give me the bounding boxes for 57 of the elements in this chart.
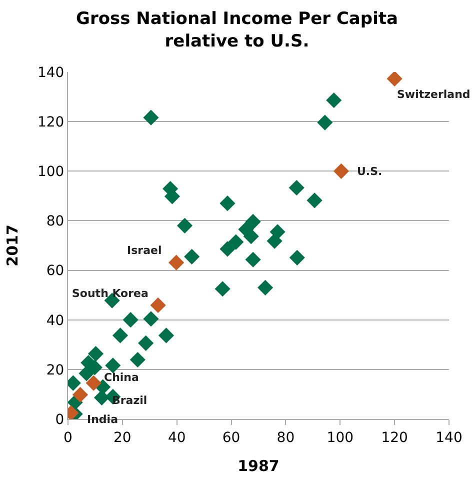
x-tick-label: 100 bbox=[326, 430, 354, 446]
point bbox=[288, 180, 304, 196]
point bbox=[245, 214, 261, 230]
point bbox=[72, 386, 88, 403]
y-tick-label: 140 bbox=[37, 64, 64, 81]
point bbox=[143, 311, 159, 327]
annotation: Israel bbox=[127, 244, 162, 257]
annotation: U.S. bbox=[357, 165, 382, 178]
chart-title: Gross National Income Per Capita relative to U.S. bbox=[76, 9, 398, 52]
point bbox=[88, 346, 104, 362]
point bbox=[86, 375, 102, 391]
y-tick-label: 60 bbox=[46, 263, 64, 280]
point bbox=[245, 252, 261, 268]
y-tick-label: 120 bbox=[37, 114, 64, 130]
point bbox=[243, 228, 259, 244]
point bbox=[289, 250, 305, 266]
point bbox=[214, 281, 230, 297]
x-tick-label: 40 bbox=[168, 430, 186, 446]
annotation: South Korea bbox=[72, 287, 148, 300]
point bbox=[317, 114, 333, 130]
point bbox=[143, 110, 159, 126]
annotation: China bbox=[104, 371, 139, 384]
y-tick-label: 80 bbox=[46, 214, 64, 230]
y-tick-label: 0 bbox=[55, 412, 64, 428]
point bbox=[270, 224, 286, 240]
x-tick-label: 140 bbox=[436, 430, 462, 446]
y-tick-label: 100 bbox=[37, 164, 64, 180]
point bbox=[306, 192, 322, 208]
annotation: Switzerland bbox=[397, 88, 470, 101]
point bbox=[78, 366, 94, 382]
point bbox=[168, 254, 184, 270]
point bbox=[184, 248, 200, 264]
point bbox=[386, 72, 402, 86]
point bbox=[228, 234, 244, 250]
x-tick-label: 120 bbox=[381, 430, 408, 446]
y-tick-label: 40 bbox=[46, 312, 64, 329]
point bbox=[150, 297, 166, 314]
point bbox=[122, 312, 138, 328]
point bbox=[220, 196, 236, 212]
point bbox=[158, 328, 174, 344]
point bbox=[138, 335, 154, 351]
y-tick-label: 20 bbox=[46, 362, 64, 378]
point bbox=[105, 358, 121, 374]
point bbox=[112, 328, 128, 344]
x-axis-title: 1987 bbox=[238, 456, 280, 475]
point bbox=[258, 280, 274, 296]
point bbox=[326, 92, 342, 108]
x-tick-label: 80 bbox=[276, 430, 295, 446]
annotation: India bbox=[87, 413, 118, 426]
x-tick-label: 20 bbox=[114, 430, 132, 446]
point bbox=[94, 390, 110, 406]
point bbox=[220, 241, 236, 257]
point bbox=[333, 163, 350, 179]
y-axis-title: 2017 bbox=[4, 224, 22, 266]
point bbox=[176, 218, 193, 234]
x-tick-label: 60 bbox=[222, 430, 240, 446]
point bbox=[130, 352, 146, 368]
